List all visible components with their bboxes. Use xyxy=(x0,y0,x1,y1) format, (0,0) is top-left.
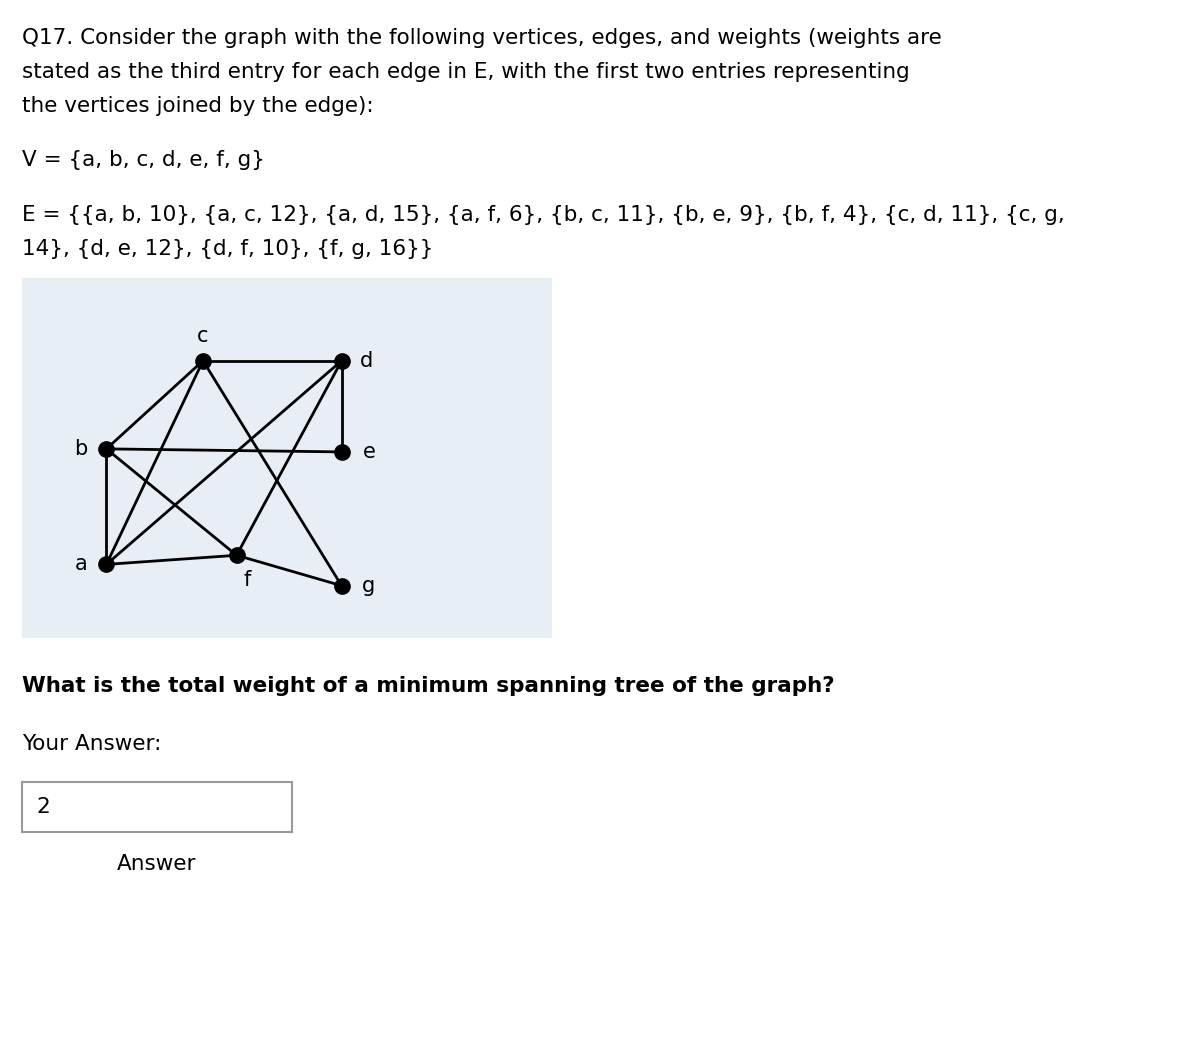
Text: b: b xyxy=(75,439,88,459)
Text: g: g xyxy=(362,576,375,596)
Text: E = {{a, b, 10}, {a, c, 12}, {a, d, 15}, {a, f, 6}, {b, c, 11}, {b, e, 9}, {b, f: E = {{a, b, 10}, {a, c, 12}, {a, d, 15},… xyxy=(23,205,1064,225)
Text: f: f xyxy=(244,570,251,590)
FancyBboxPatch shape xyxy=(23,279,552,638)
FancyBboxPatch shape xyxy=(23,782,292,832)
Text: 14}, {d, e, 12}, {d, f, 10}, {f, g, 16}}: 14}, {d, e, 12}, {d, f, 10}, {f, g, 16}} xyxy=(23,239,434,258)
Text: a: a xyxy=(75,554,88,574)
Text: d: d xyxy=(360,350,373,370)
Text: What is the total weight of a minimum spanning tree of the graph?: What is the total weight of a minimum sp… xyxy=(23,676,835,696)
Text: e: e xyxy=(362,442,375,462)
Text: 2: 2 xyxy=(36,797,50,817)
Text: Your Answer:: Your Answer: xyxy=(23,734,162,754)
Text: c: c xyxy=(197,326,209,346)
Text: V = {a, b, c, d, e, f, g}: V = {a, b, c, d, e, f, g} xyxy=(23,150,265,170)
Text: Answer: Answer xyxy=(118,853,197,874)
Text: Q17. Consider the graph with the following vertices, edges, and weights (weights: Q17. Consider the graph with the followi… xyxy=(23,28,942,47)
Text: stated as the third entry for each edge in E, with the first two entries represe: stated as the third entry for each edge … xyxy=(23,62,910,82)
Text: the vertices joined by the edge):: the vertices joined by the edge): xyxy=(23,96,373,116)
